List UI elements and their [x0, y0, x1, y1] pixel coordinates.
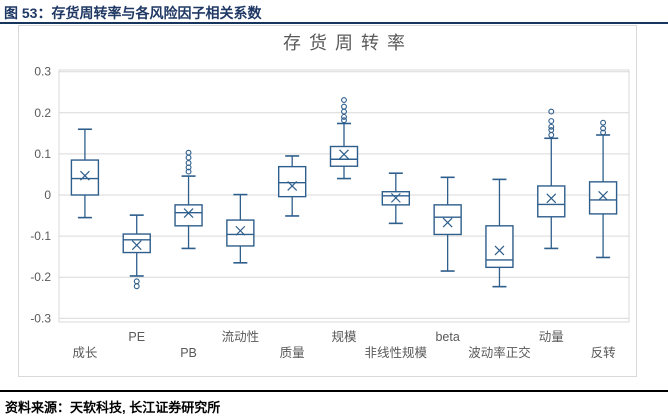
plot-area [58, 69, 630, 323]
boxplot-10: 动量 [537, 108, 566, 344]
x-axis-category-label: 动量 [539, 330, 564, 344]
iqr-box [277, 165, 307, 198]
mean-x-marker [546, 193, 557, 204]
outlier-point [185, 149, 192, 156]
figure-footer: 资料来源：天软科技, 长江证券研究所 [5, 397, 664, 416]
mean-x-marker [131, 240, 142, 251]
mean-x-marker [339, 149, 349, 160]
iqr-box [122, 233, 151, 254]
outlier-point [341, 117, 347, 124]
iqr-box [433, 204, 462, 236]
iqr-box [329, 145, 359, 167]
chart-title: 存货周转率 [283, 33, 413, 53]
outlier-point [133, 283, 140, 290]
x-axis-category-label: PE [128, 330, 145, 344]
mean-x-marker [235, 225, 246, 236]
x-axis-category-label: 非线性规模 [365, 345, 428, 360]
boxplot-1: 成长 [70, 128, 100, 360]
boxplot-3: PB [174, 149, 203, 360]
x-axis-category-label: 规模 [331, 329, 357, 344]
boxplot-11: 反转 [588, 119, 618, 360]
boxplot-6: 规模 [329, 97, 359, 344]
x-axis-category-label: 成长 [72, 346, 98, 360]
boxplot-2: PE [122, 214, 151, 344]
header-rule [0, 22, 668, 24]
outlier-point [548, 123, 555, 130]
footer-rule [0, 390, 668, 392]
y-axis-tick-label: -0.3 [30, 311, 51, 325]
boxplot-7: 非线性规模 [365, 172, 428, 360]
iqr-box [226, 219, 255, 247]
mean-x-marker [183, 208, 194, 219]
outlier-point [548, 108, 555, 115]
y-axis-tick-label: 0.1 [34, 147, 51, 161]
outlier-point [600, 129, 607, 136]
mean-x-marker [442, 217, 453, 228]
x-axis-category-label: 波动率正交 [468, 345, 531, 360]
x-axis-category-label: beta [435, 330, 459, 344]
outlier-point [548, 118, 555, 124]
boxplot-9: 波动率正交 [468, 178, 531, 360]
iqr-box [174, 204, 203, 227]
x-axis-category-label: PB [180, 346, 197, 360]
figure-border [18, 25, 637, 377]
x-axis-category-label: 反转 [591, 345, 616, 360]
mean-x-marker [79, 170, 90, 181]
mean-x-marker [494, 245, 505, 256]
boxplot-8: beta [433, 176, 462, 344]
outlier-point [341, 97, 347, 104]
iqr-box [485, 225, 514, 269]
boxplot-5: 质量 [277, 155, 307, 360]
source-label: 资料来源： [5, 400, 71, 415]
source-text: 天软科技, 长江证券研究所 [70, 400, 221, 415]
y-axis-tick-label: -0.2 [30, 270, 51, 284]
x-axis-category-label: 流动性 [222, 330, 260, 344]
figure-caption: 图 53：存货周转率与各风险因子相关系数 [4, 5, 262, 21]
y-axis-tick-label: 0.3 [34, 65, 51, 79]
outlier-point [600, 119, 607, 126]
y-axis-tick-label: 0.2 [34, 106, 51, 120]
y-axis-tick-label: -0.1 [30, 229, 51, 243]
y-axis-tick-label: 0 [44, 188, 51, 202]
outlier-point [185, 168, 192, 175]
outlier-point [548, 127, 555, 134]
outlier-point [600, 125, 607, 132]
mean-x-marker [598, 190, 609, 201]
iqr-box [537, 185, 566, 218]
boxplot-4: 流动性 [222, 193, 260, 344]
outlier-point [341, 103, 347, 110]
mean-x-marker [287, 181, 298, 191]
mean-x-marker [390, 192, 401, 203]
iqr-box [588, 181, 618, 215]
iqr-box [70, 159, 100, 196]
chart-frame: 存货周转率 -0.3 -0.2 -0.1 0 0.1 0.2 0.3 成长 PE PB 流动性质量 规… [18, 25, 637, 377]
x-axis-category-label: 质量 [280, 346, 305, 360]
